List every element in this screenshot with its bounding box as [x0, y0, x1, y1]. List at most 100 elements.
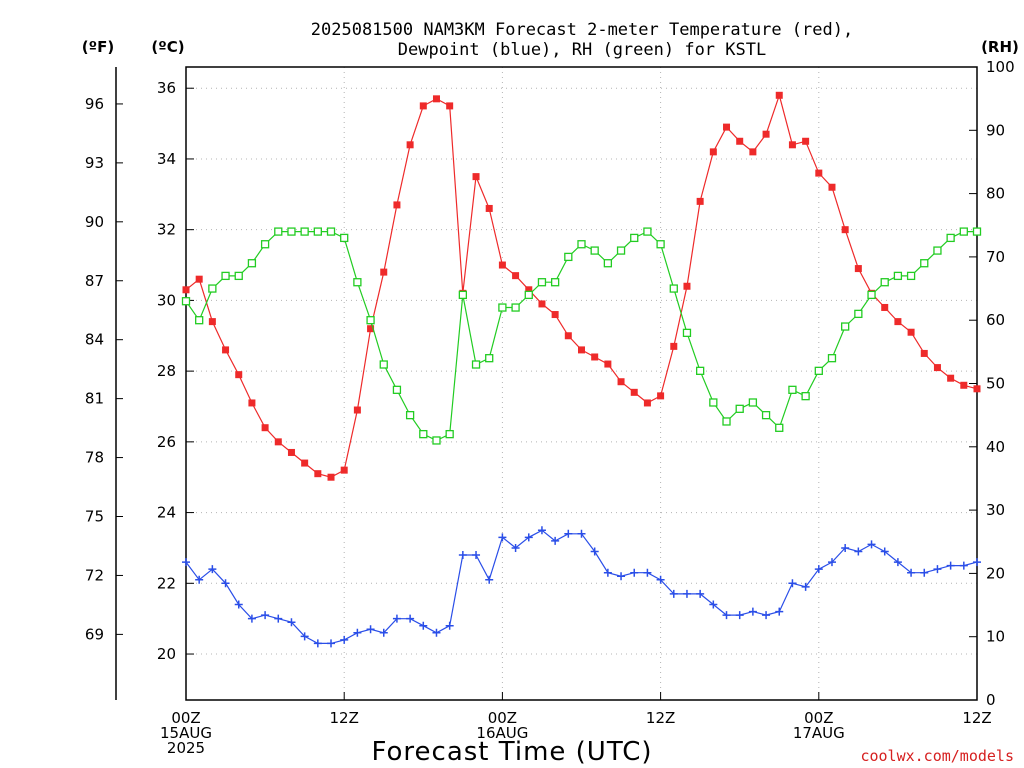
grid-lines: [186, 67, 977, 700]
data-point-temperature: [644, 399, 651, 406]
data-point-rh: [710, 399, 717, 406]
data-point-temperature: [749, 148, 756, 155]
data-point-dewpoint: [762, 611, 770, 619]
data-point-rh: [868, 291, 875, 298]
data-point-temperature: [934, 364, 941, 371]
data-point-temperature: [670, 343, 677, 350]
data-series: [182, 92, 981, 648]
y-tick-label-f: 84: [85, 331, 104, 349]
y-tick-label-rh: 80: [986, 185, 1005, 203]
data-point-rh: [538, 279, 545, 286]
data-point-dewpoint: [446, 622, 454, 630]
data-point-rh: [196, 317, 203, 324]
data-point-dewpoint: [736, 611, 744, 619]
data-point-rh: [789, 386, 796, 393]
data-point-dewpoint: [643, 569, 651, 577]
x-axis-label: Forecast Time (UTC): [371, 737, 652, 767]
data-point-temperature: [802, 138, 809, 145]
x-tick-label: 12Z: [330, 709, 359, 727]
data-point-temperature: [473, 173, 480, 180]
y-tick-label-c: 24: [157, 504, 176, 522]
data-point-temperature: [947, 375, 954, 382]
data-point-rh: [222, 272, 229, 279]
data-point-rh: [459, 291, 466, 298]
data-point-rh: [525, 291, 532, 298]
data-point-temperature: [538, 300, 545, 307]
data-point-rh: [209, 285, 216, 292]
y-tick-label-c: 28: [157, 362, 176, 380]
data-point-dewpoint: [933, 565, 941, 573]
data-point-temperature: [209, 318, 216, 325]
data-point-rh: [314, 228, 321, 235]
data-point-dewpoint: [432, 629, 440, 637]
data-point-temperature: [499, 262, 506, 269]
data-point-temperature: [446, 102, 453, 109]
plot-frame: [186, 67, 977, 700]
data-point-temperature: [855, 265, 862, 272]
data-point-rh: [921, 260, 928, 267]
x-tick-label: 2025: [167, 739, 205, 757]
y-tick-label-c: 22: [157, 574, 176, 592]
data-point-dewpoint: [353, 629, 361, 637]
y-tick-label-rh: 0: [986, 691, 996, 709]
data-point-rh: [631, 234, 638, 241]
data-point-rh: [420, 431, 427, 438]
data-point-temperature: [552, 311, 559, 318]
data-point-dewpoint: [459, 551, 467, 559]
y-tick-label-rh: 10: [986, 628, 1005, 646]
data-point-temperature: [828, 184, 835, 191]
data-point-temperature: [407, 141, 414, 148]
data-point-temperature: [657, 392, 664, 399]
data-point-rh: [262, 241, 269, 248]
data-point-dewpoint: [683, 590, 691, 598]
data-point-dewpoint: [604, 569, 612, 577]
y-tick-label-rh: 100: [986, 58, 1015, 76]
data-point-dewpoint: [868, 540, 876, 548]
y-tick-label-rh: 40: [986, 438, 1005, 456]
data-point-rh: [275, 228, 282, 235]
data-point-rh: [499, 304, 506, 311]
data-point-rh: [552, 279, 559, 286]
data-point-rh: [776, 424, 783, 431]
chart-title-line1: 2025081500 NAM3KM Forecast 2-meter Tempe…: [311, 20, 853, 40]
data-point-rh: [736, 405, 743, 412]
data-point-dewpoint: [788, 579, 796, 587]
y-tick-label-c: 36: [157, 79, 176, 97]
data-point-dewpoint: [630, 569, 638, 577]
y-tick-label-f: 69: [85, 625, 104, 643]
data-point-temperature: [697, 198, 704, 205]
unit-label-celsius: (ºC): [151, 38, 184, 56]
data-point-rh: [354, 279, 361, 286]
x-tick-label: 12Z: [646, 709, 675, 727]
data-point-rh: [855, 310, 862, 317]
data-point-temperature: [512, 272, 519, 279]
data-point-temperature: [380, 269, 387, 276]
data-point-dewpoint: [947, 562, 955, 570]
data-point-temperature: [393, 201, 400, 208]
y-tick-label-f: 87: [85, 272, 104, 290]
y-tick-label-c: 20: [157, 645, 176, 663]
data-point-temperature: [433, 95, 440, 102]
data-point-rh: [367, 317, 374, 324]
y-tick-label-c: 34: [157, 150, 176, 168]
y-tick-label-rh: 50: [986, 375, 1005, 393]
data-point-rh: [341, 234, 348, 241]
data-point-rh: [578, 241, 585, 248]
x-tick-label: 17AUG: [793, 724, 845, 742]
y-tick-label-rh: 30: [986, 501, 1005, 519]
data-point-rh: [749, 399, 756, 406]
y-tick-label-rh: 90: [986, 121, 1005, 139]
data-point-temperature: [578, 346, 585, 353]
data-point-dewpoint: [327, 639, 335, 647]
data-point-temperature: [248, 399, 255, 406]
data-point-rh: [235, 272, 242, 279]
data-point-temperature: [763, 131, 770, 138]
data-point-rh: [683, 329, 690, 336]
data-point-temperature: [275, 438, 282, 445]
data-point-temperature: [301, 460, 308, 467]
data-point-temperature: [815, 170, 822, 177]
series-plus: [182, 526, 981, 647]
data-point-temperature: [776, 92, 783, 99]
data-point-rh: [473, 361, 480, 368]
